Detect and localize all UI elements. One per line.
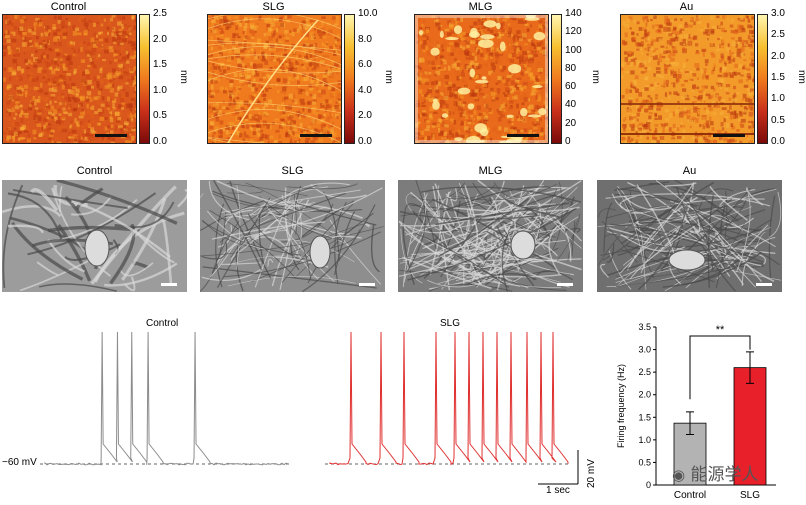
colorbar-tick: 0.0: [358, 136, 372, 147]
y-tick-label: 2.0: [638, 390, 651, 400]
afm-scale-bar: [95, 134, 127, 137]
voltage-traces: [40, 331, 579, 485]
afm-colorbar: [344, 14, 355, 144]
sem-title-mlg: MLG: [478, 165, 503, 177]
colorbar-tick: 1.0: [771, 93, 785, 105]
afm-scale-bar: [507, 134, 539, 137]
y-tick-label: 0.5: [638, 457, 651, 467]
afm-colorbar: [757, 14, 768, 144]
scale-time-label: 1 sec: [546, 485, 570, 496]
x-tick-label: Control: [674, 490, 706, 501]
y-tick-label: 0: [646, 480, 651, 490]
firing-frequency-chart: 0 0.5 1.0 1.5 2.0 2.5 3.0 3.5 Firing frequency (…: [616, 322, 776, 501]
control-trace-title: Control: [146, 318, 179, 329]
colorbar-tick: 100: [565, 44, 582, 56]
colorbar-tick: 3.0: [771, 8, 785, 19]
sem-scale-bar: [756, 283, 772, 286]
colorbar-tick: 140: [565, 8, 582, 19]
colorbar-tick: 8.0: [358, 33, 372, 45]
colorbar-tick: 2.0: [358, 110, 372, 122]
colorbar-unit: nm: [383, 70, 394, 84]
afm-title-mlg: MLG: [468, 1, 493, 13]
colorbar-tick: 2.5: [153, 8, 167, 19]
error-bar-slg: [746, 351, 754, 384]
sem-title-control: Control: [76, 165, 113, 177]
sem-image-au: [597, 180, 782, 292]
significance-bracket: [689, 335, 751, 400]
y-tick-label: 3.5: [638, 322, 651, 332]
afm-colorbar: [551, 14, 562, 144]
colorbar-tick: 2.0: [153, 33, 167, 45]
slg-trace: [329, 331, 569, 466]
sem-scale-bar: [161, 283, 177, 286]
afm-scale-bar: [713, 134, 745, 137]
error-bar-control: [686, 411, 694, 435]
sem-image-slg: [200, 180, 385, 292]
colorbar-tick: 0.0: [153, 136, 167, 147]
colorbar-unit: nm: [178, 70, 189, 84]
colorbar-tick: 4.0: [358, 84, 372, 96]
colorbar-unit: nm: [590, 70, 601, 84]
significance-label: **: [716, 324, 725, 336]
sem-title-slg: SLG: [281, 165, 304, 177]
watermark-text: 能源学人: [690, 465, 759, 485]
colorbar-tick: 2.5: [771, 29, 785, 41]
colorbar-tick: 2.0: [771, 50, 785, 62]
afm-title-au: Au: [679, 1, 694, 13]
afm-scale-bar: [300, 134, 332, 137]
control-trace: [44, 331, 289, 466]
afm-title-slg: SLG: [262, 1, 285, 13]
sem-title-au: Au: [682, 165, 697, 177]
colorbar-tick: 6.0: [358, 59, 372, 71]
wechat-icon: ◉: [672, 466, 686, 484]
y-axis-label: Firing frequency (Hz): [616, 364, 626, 448]
afm-image-au: [620, 14, 755, 144]
y-tick-label: 1.5: [638, 412, 651, 422]
colorbar-tick: 0.0: [771, 136, 785, 147]
sem-image-control: [2, 180, 187, 292]
colorbar-tick: 1.5: [771, 72, 785, 83]
colorbar-tick: 0.5: [153, 110, 167, 122]
baseline-label: −60 mV: [2, 457, 37, 468]
colorbar-tick: 60: [565, 81, 577, 93]
watermark: ◉ 能源学人: [672, 460, 759, 485]
sem-scale-bar: [557, 283, 573, 286]
afm-image-mlg: [414, 14, 549, 144]
colorbar-tick: 0.5: [771, 114, 785, 126]
afm-image-slg: [207, 14, 342, 144]
colorbar-unit: nm: [796, 70, 806, 84]
colorbar-tick: 80: [565, 62, 577, 74]
colorbar-tick: 20: [565, 117, 577, 129]
y-tick-label: 2.5: [638, 367, 651, 377]
colorbar-tick: 120: [565, 26, 582, 38]
slg-trace-title: SLG: [440, 318, 461, 329]
sem-image-mlg: [398, 180, 583, 292]
colorbar-tick: 10.0: [358, 8, 378, 19]
bar-slg: [733, 367, 767, 486]
colorbar-tick: 40: [565, 99, 577, 111]
colorbar-tick: 0: [565, 136, 571, 147]
x-tick-label: SLG: [740, 490, 760, 501]
sem-scale-bar: [359, 283, 375, 286]
y-tick-label: 3.0: [638, 345, 651, 355]
colorbar-tick: 1.0: [153, 84, 167, 96]
colorbar-tick: 1.5: [153, 59, 167, 71]
afm-colorbar: [139, 14, 150, 144]
y-tick-label: 1.0: [638, 435, 651, 445]
afm-title-control: Control: [50, 1, 87, 13]
afm-image-control: [2, 14, 137, 144]
